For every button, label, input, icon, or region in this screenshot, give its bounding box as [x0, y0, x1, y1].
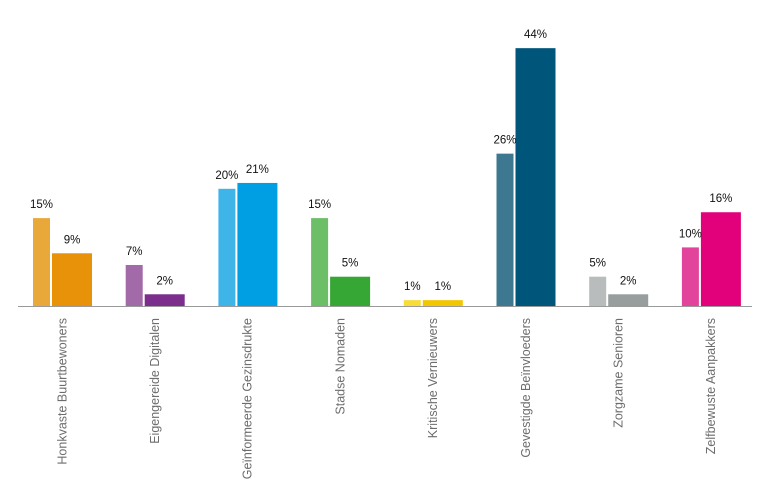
bar-first-7 [681, 247, 699, 306]
category-label-5: Gevestigde Beïnvloeders [519, 318, 533, 458]
bar-second-3 [330, 276, 371, 306]
bar-first-3 [311, 218, 329, 306]
bars-layer [33, 48, 741, 306]
data-label-first-7: 10% [679, 228, 702, 240]
data-label-first-5: 26% [493, 135, 516, 147]
data-label-first-0: 15% [30, 199, 53, 211]
data-label-second-6: 2% [620, 275, 637, 287]
bar-first-1 [125, 264, 143, 306]
data-label-first-6: 5% [589, 258, 606, 270]
value-labels-layer: 15% 9% 7% 2% 20% 21% 15% 5% 1% 1% 26% 44% 5% 2% 10% 16% [30, 29, 732, 293]
data-label-first-3: 15% [308, 199, 331, 211]
bar-first-2 [218, 188, 236, 306]
bar-second-1 [144, 294, 185, 306]
data-label-second-3: 5% [342, 258, 359, 270]
bar-second-4 [422, 300, 463, 306]
bar-second-5 [515, 48, 556, 306]
category-label-3: Stadse Nomaden [333, 318, 347, 415]
data-label-second-1: 2% [156, 275, 173, 287]
data-label-second-2: 21% [246, 164, 269, 176]
category-label-7: Zelfbewuste Aanpakkers [704, 318, 718, 454]
bar-first-6 [589, 276, 607, 306]
bar-first-0 [33, 218, 50, 306]
data-label-second-0: 9% [64, 234, 81, 246]
data-label-first-4: 1% [404, 281, 421, 293]
data-label-first-1: 7% [126, 246, 143, 258]
bar-second-0 [52, 253, 92, 306]
category-label-6: Zorgzame Senioren [611, 318, 625, 428]
data-label-second-7: 16% [709, 193, 732, 205]
category-label-1: Eigengereide Digitalen [148, 318, 162, 444]
category-label-0: Honkvaste Buurtbewoners [55, 318, 69, 465]
category-label-4: Kritische Vernieuwers [426, 318, 440, 438]
data-label-first-2: 20% [215, 170, 238, 182]
data-label-second-4: 1% [434, 281, 451, 293]
bar-second-2 [237, 182, 278, 306]
bar-second-7 [700, 212, 741, 306]
category-label-2: Geïnformeerde Gezinsdrukte [241, 318, 255, 479]
bar-first-5 [496, 153, 514, 306]
bar-second-6 [608, 294, 649, 306]
bar-first-4 [403, 300, 421, 306]
data-label-second-5: 44% [524, 29, 547, 41]
category-labels-layer: Honkvaste Buurtbewoners Eigengereide Digi… [55, 318, 718, 479]
